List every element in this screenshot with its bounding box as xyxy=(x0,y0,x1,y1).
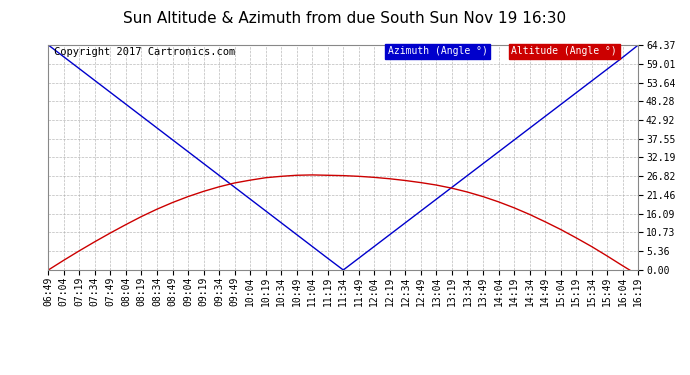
Text: Altitude (Angle °): Altitude (Angle °) xyxy=(511,46,617,56)
Text: Sun Altitude & Azimuth from due South Sun Nov 19 16:30: Sun Altitude & Azimuth from due South Su… xyxy=(124,11,566,26)
Text: Azimuth (Angle °): Azimuth (Angle °) xyxy=(388,46,487,56)
Text: Copyright 2017 Cartronics.com: Copyright 2017 Cartronics.com xyxy=(55,47,235,57)
